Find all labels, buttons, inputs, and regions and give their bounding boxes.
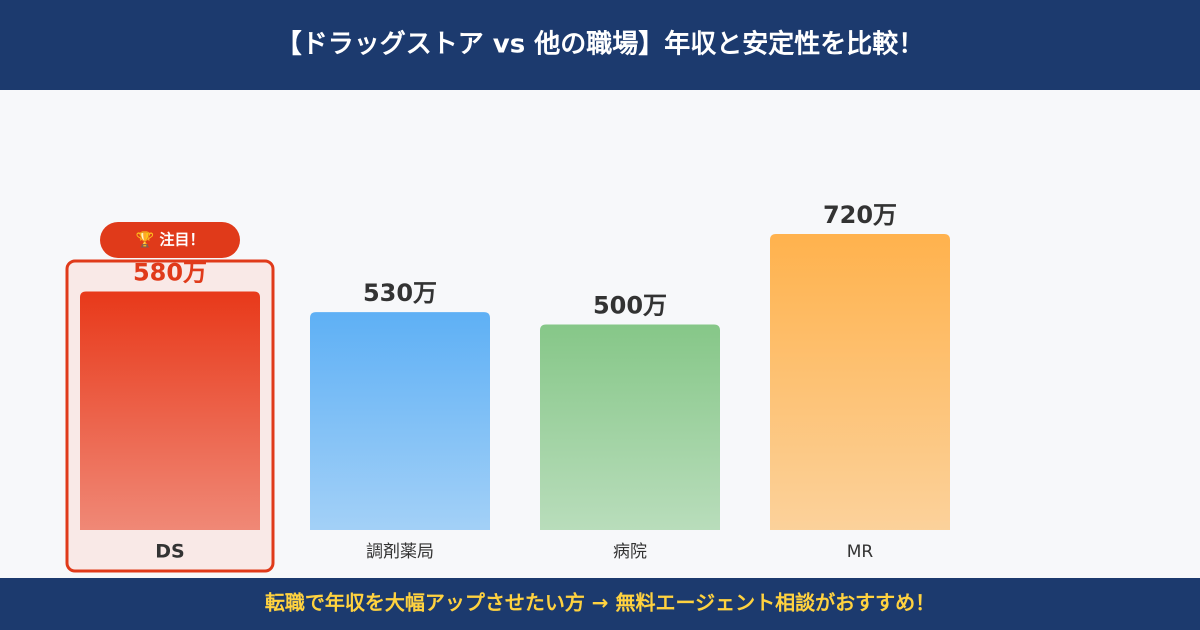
bar <box>540 324 720 530</box>
header-bar <box>0 0 1200 90</box>
bar <box>310 312 490 530</box>
value-label: 530万 <box>363 279 437 307</box>
chart-title: 【ドラッグストア vs 他の職場】年収と安定性を比較！ <box>276 29 925 60</box>
footer-bar <box>0 578 1200 630</box>
x-tick-label: 病院 <box>613 542 647 562</box>
x-tick-label: 調剤薬局 <box>366 542 434 562</box>
value-label: 500万 <box>593 291 667 319</box>
value-label: 580万 <box>133 259 207 287</box>
bar <box>80 291 260 530</box>
x-tick-label: MR <box>847 542 874 562</box>
badge <box>100 222 240 258</box>
value-label: 720万 <box>823 201 897 229</box>
bar <box>770 234 950 530</box>
badge-text: 🏆 注目！ <box>136 231 205 249</box>
x-tick-label: DS <box>155 541 184 563</box>
footer-text: 転職で年収を大幅アップさせたい方 → 無料エージェント相談がおすすめ！ <box>265 591 935 615</box>
